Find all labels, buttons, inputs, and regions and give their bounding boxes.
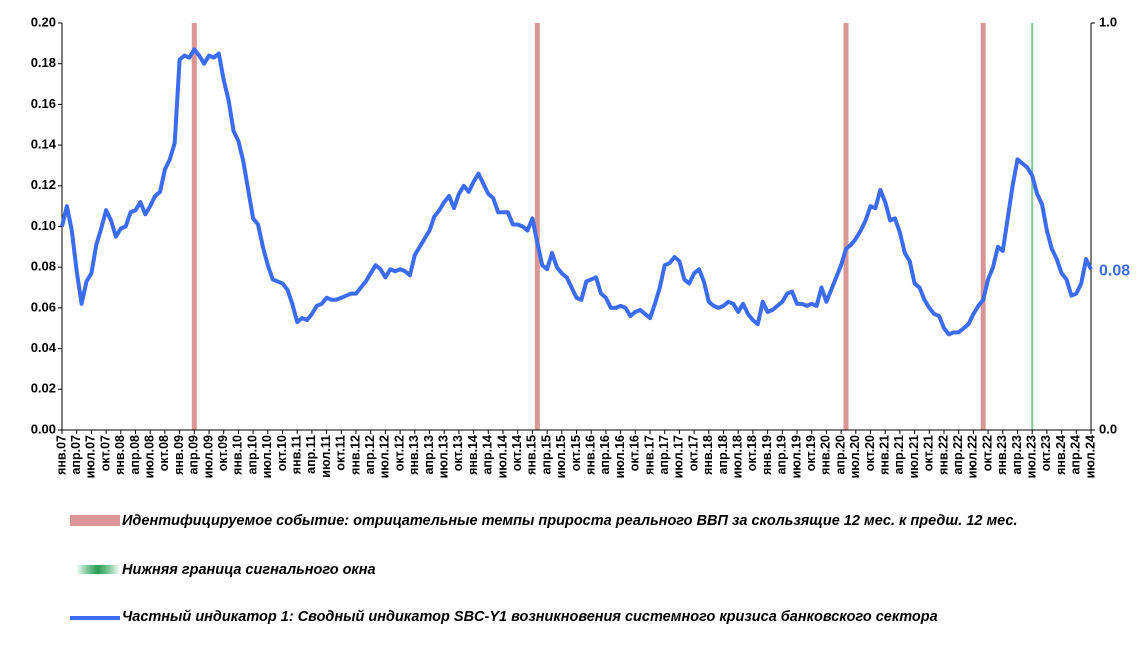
x-tick-label: янв.21 [877, 435, 891, 475]
legend-label: Идентифицируемое событие: отрицательные … [122, 513, 1018, 529]
x-tick-label: окт.14 [510, 435, 524, 471]
x-tick-label: апр.20 [833, 435, 847, 475]
x-tick-label: янв.23 [995, 435, 1009, 475]
y-tick-label: 0.06 [31, 299, 56, 314]
y-tick-label: 0.18 [31, 55, 56, 70]
x-tick-label: апр.11 [304, 435, 318, 474]
x-tick-label: янв.20 [819, 435, 833, 475]
x-tick-label: окт.09 [216, 435, 230, 471]
x-tick-label: окт.08 [157, 435, 171, 471]
x-tick-label: апр.22 [951, 435, 965, 475]
x-tick-label: июл.16 [613, 435, 627, 478]
x-tick-label: апр.13 [422, 435, 436, 475]
x-tick-label: апр.16 [598, 435, 612, 475]
event-bar [980, 23, 986, 430]
y-tick-label: 0.04 [31, 340, 57, 355]
x-tick-label: июл.19 [789, 435, 803, 478]
y2-tick-label: 0.0 [1099, 421, 1117, 436]
x-tick-label: окт.12 [392, 435, 406, 471]
x-tick-label: июл.24 [1083, 435, 1097, 478]
x-tick-label: окт.18 [745, 435, 759, 471]
indicator-line [60, 47, 1093, 337]
x-tick-label: июл.13 [436, 435, 450, 478]
x-tick-label: окт.16 [628, 435, 642, 471]
y-tick-label: 0.20 [31, 14, 56, 29]
y-tick-label: 0.16 [31, 96, 56, 111]
y-tick-label: 0.14 [31, 137, 57, 152]
x-tick-label: окт.22 [980, 435, 994, 471]
x-tick-label: окт.19 [804, 435, 818, 471]
x-tick-label: июл.22 [966, 435, 980, 478]
x-tick-label: янв.22 [936, 435, 950, 475]
x-tick-label: июл.12 [378, 435, 392, 478]
event-bar [1031, 23, 1034, 430]
chart: 0.00 0.02 0.04 0.06 0.08 0.10 0.12 0.14 0.16 0.18… [31, 14, 1131, 478]
x-tick-label: окт.13 [451, 435, 465, 471]
x-tick-label: июл.09 [201, 435, 215, 478]
x-tick-label: июл.23 [1024, 435, 1038, 478]
x-tick-label: апр.17 [657, 435, 671, 475]
y-tick-label: 0.00 [31, 421, 56, 436]
x-tick-label: апр.09 [187, 435, 201, 475]
x-tick-label: янв.09 [172, 435, 186, 475]
y-tick-label: 0.08 [31, 259, 56, 274]
event-bar [843, 23, 849, 430]
y-tick-label: 0.10 [31, 218, 56, 233]
legend-swatch [76, 565, 120, 574]
x-tick-label: июл.15 [554, 435, 568, 478]
y-tick-label: 0.02 [31, 381, 56, 396]
x-tick-label: янв.15 [525, 435, 539, 475]
x-tick-label: окт.21 [922, 435, 936, 471]
x-tick-label: апр.10 [245, 435, 259, 475]
y-tick-label: 0.12 [31, 177, 56, 192]
x-tick-label: июл.07 [84, 435, 98, 478]
legend-label: Нижняя граница сигнального окна [122, 562, 376, 578]
x-tick-label: окт.20 [863, 435, 877, 471]
x-tick-label: июл.10 [260, 435, 274, 478]
y2-tick-label: 1.0 [1099, 14, 1117, 29]
x-tick-label: окт.11 [334, 435, 348, 471]
x-tick-label: янв.14 [466, 435, 480, 475]
x-tick-label: окт.07 [98, 435, 112, 471]
x-tick-label: июл.18 [730, 435, 744, 478]
x-tick-label: апр.23 [1010, 435, 1024, 475]
x-tick-label: окт.17 [686, 435, 700, 471]
x-tick-label: апр.18 [716, 435, 730, 475]
x-tick-label: июл.20 [848, 435, 862, 478]
legend-label: Частный индикатор 1: Сводный индикатор S… [122, 609, 938, 625]
legend-swatch [70, 616, 120, 620]
value-label: 0.08 [1099, 262, 1130, 279]
x-tick-label: апр.21 [892, 435, 906, 475]
event-bar [534, 23, 540, 430]
legend-swatch [70, 515, 120, 526]
x-tick-label: июл.14 [495, 435, 509, 478]
x-tick-label: янв.12 [348, 435, 362, 475]
x-tick-label: июл.17 [672, 435, 686, 478]
x-tick-label: янв.13 [407, 435, 421, 475]
x-tick-label: янв.24 [1054, 435, 1068, 475]
x-tick-label: апр.19 [775, 435, 789, 475]
x-tick-label: апр.15 [539, 435, 553, 475]
x-tick-label: окт.23 [1039, 435, 1053, 471]
x-tick-label: янв.16 [583, 435, 597, 475]
x-tick-label: апр.12 [363, 435, 377, 475]
x-tick-label: апр.14 [481, 435, 495, 475]
x-tick-label: янв.17 [642, 435, 656, 475]
x-tick-label: апр.07 [69, 435, 83, 475]
x-tick-label: июл.11 [319, 435, 333, 478]
x-tick-label: янв.08 [113, 435, 127, 475]
x-tick-label: янв.11 [289, 435, 303, 474]
event-bar [191, 23, 197, 430]
x-tick-label: апр.24 [1069, 435, 1083, 475]
x-tick-label: окт.15 [569, 435, 583, 471]
x-tick-label: янв.10 [231, 435, 245, 475]
x-tick-label: янв.07 [54, 435, 68, 475]
x-tick-label: июл.21 [907, 435, 921, 478]
x-tick-label: июл.08 [142, 435, 156, 478]
x-tick-label: янв.19 [760, 435, 774, 475]
x-tick-label: апр.08 [128, 435, 142, 475]
x-tick-label: окт.10 [275, 435, 289, 471]
x-tick-label: янв.18 [701, 435, 715, 475]
